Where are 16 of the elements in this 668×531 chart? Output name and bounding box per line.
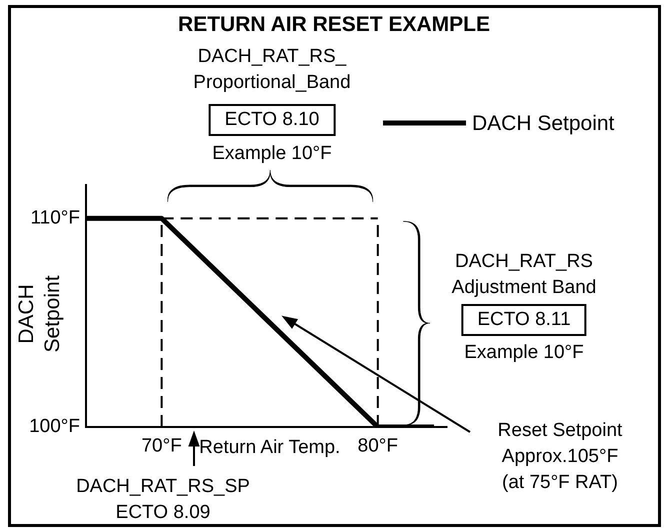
- x-axis-title: Return Air Temp.: [199, 436, 340, 460]
- x-tick-label: 70°F: [141, 436, 182, 457]
- y-tick-label: 110°F: [30, 208, 80, 229]
- text: ECTO 8.11: [461, 304, 587, 336]
- y-tick-label: 100°F: [29, 416, 80, 438]
- text: Example 10°F: [212, 142, 332, 166]
- text: ECTO 8.10: [208, 104, 336, 136]
- text: DACH_RAT_RS Adjustment Band: [452, 250, 596, 300]
- y-axis-title: DACH Setpoint: [14, 274, 65, 355]
- text: DACH_RAT_RS_ Proportional_Band: [193, 45, 351, 95]
- legend-label: DACH Setpoint: [472, 112, 615, 135]
- x-tick-label: 80°F: [358, 436, 398, 457]
- text: Reset Setpoint Approx.105°F (at 75°F RAT): [498, 419, 622, 495]
- text: DACH_RAT_RS_SP ECTO 8.09: [76, 475, 250, 525]
- chart-title: RETURN AIR RESET EXAMPLE: [178, 12, 490, 38]
- text: Example 10°F: [464, 341, 584, 365]
